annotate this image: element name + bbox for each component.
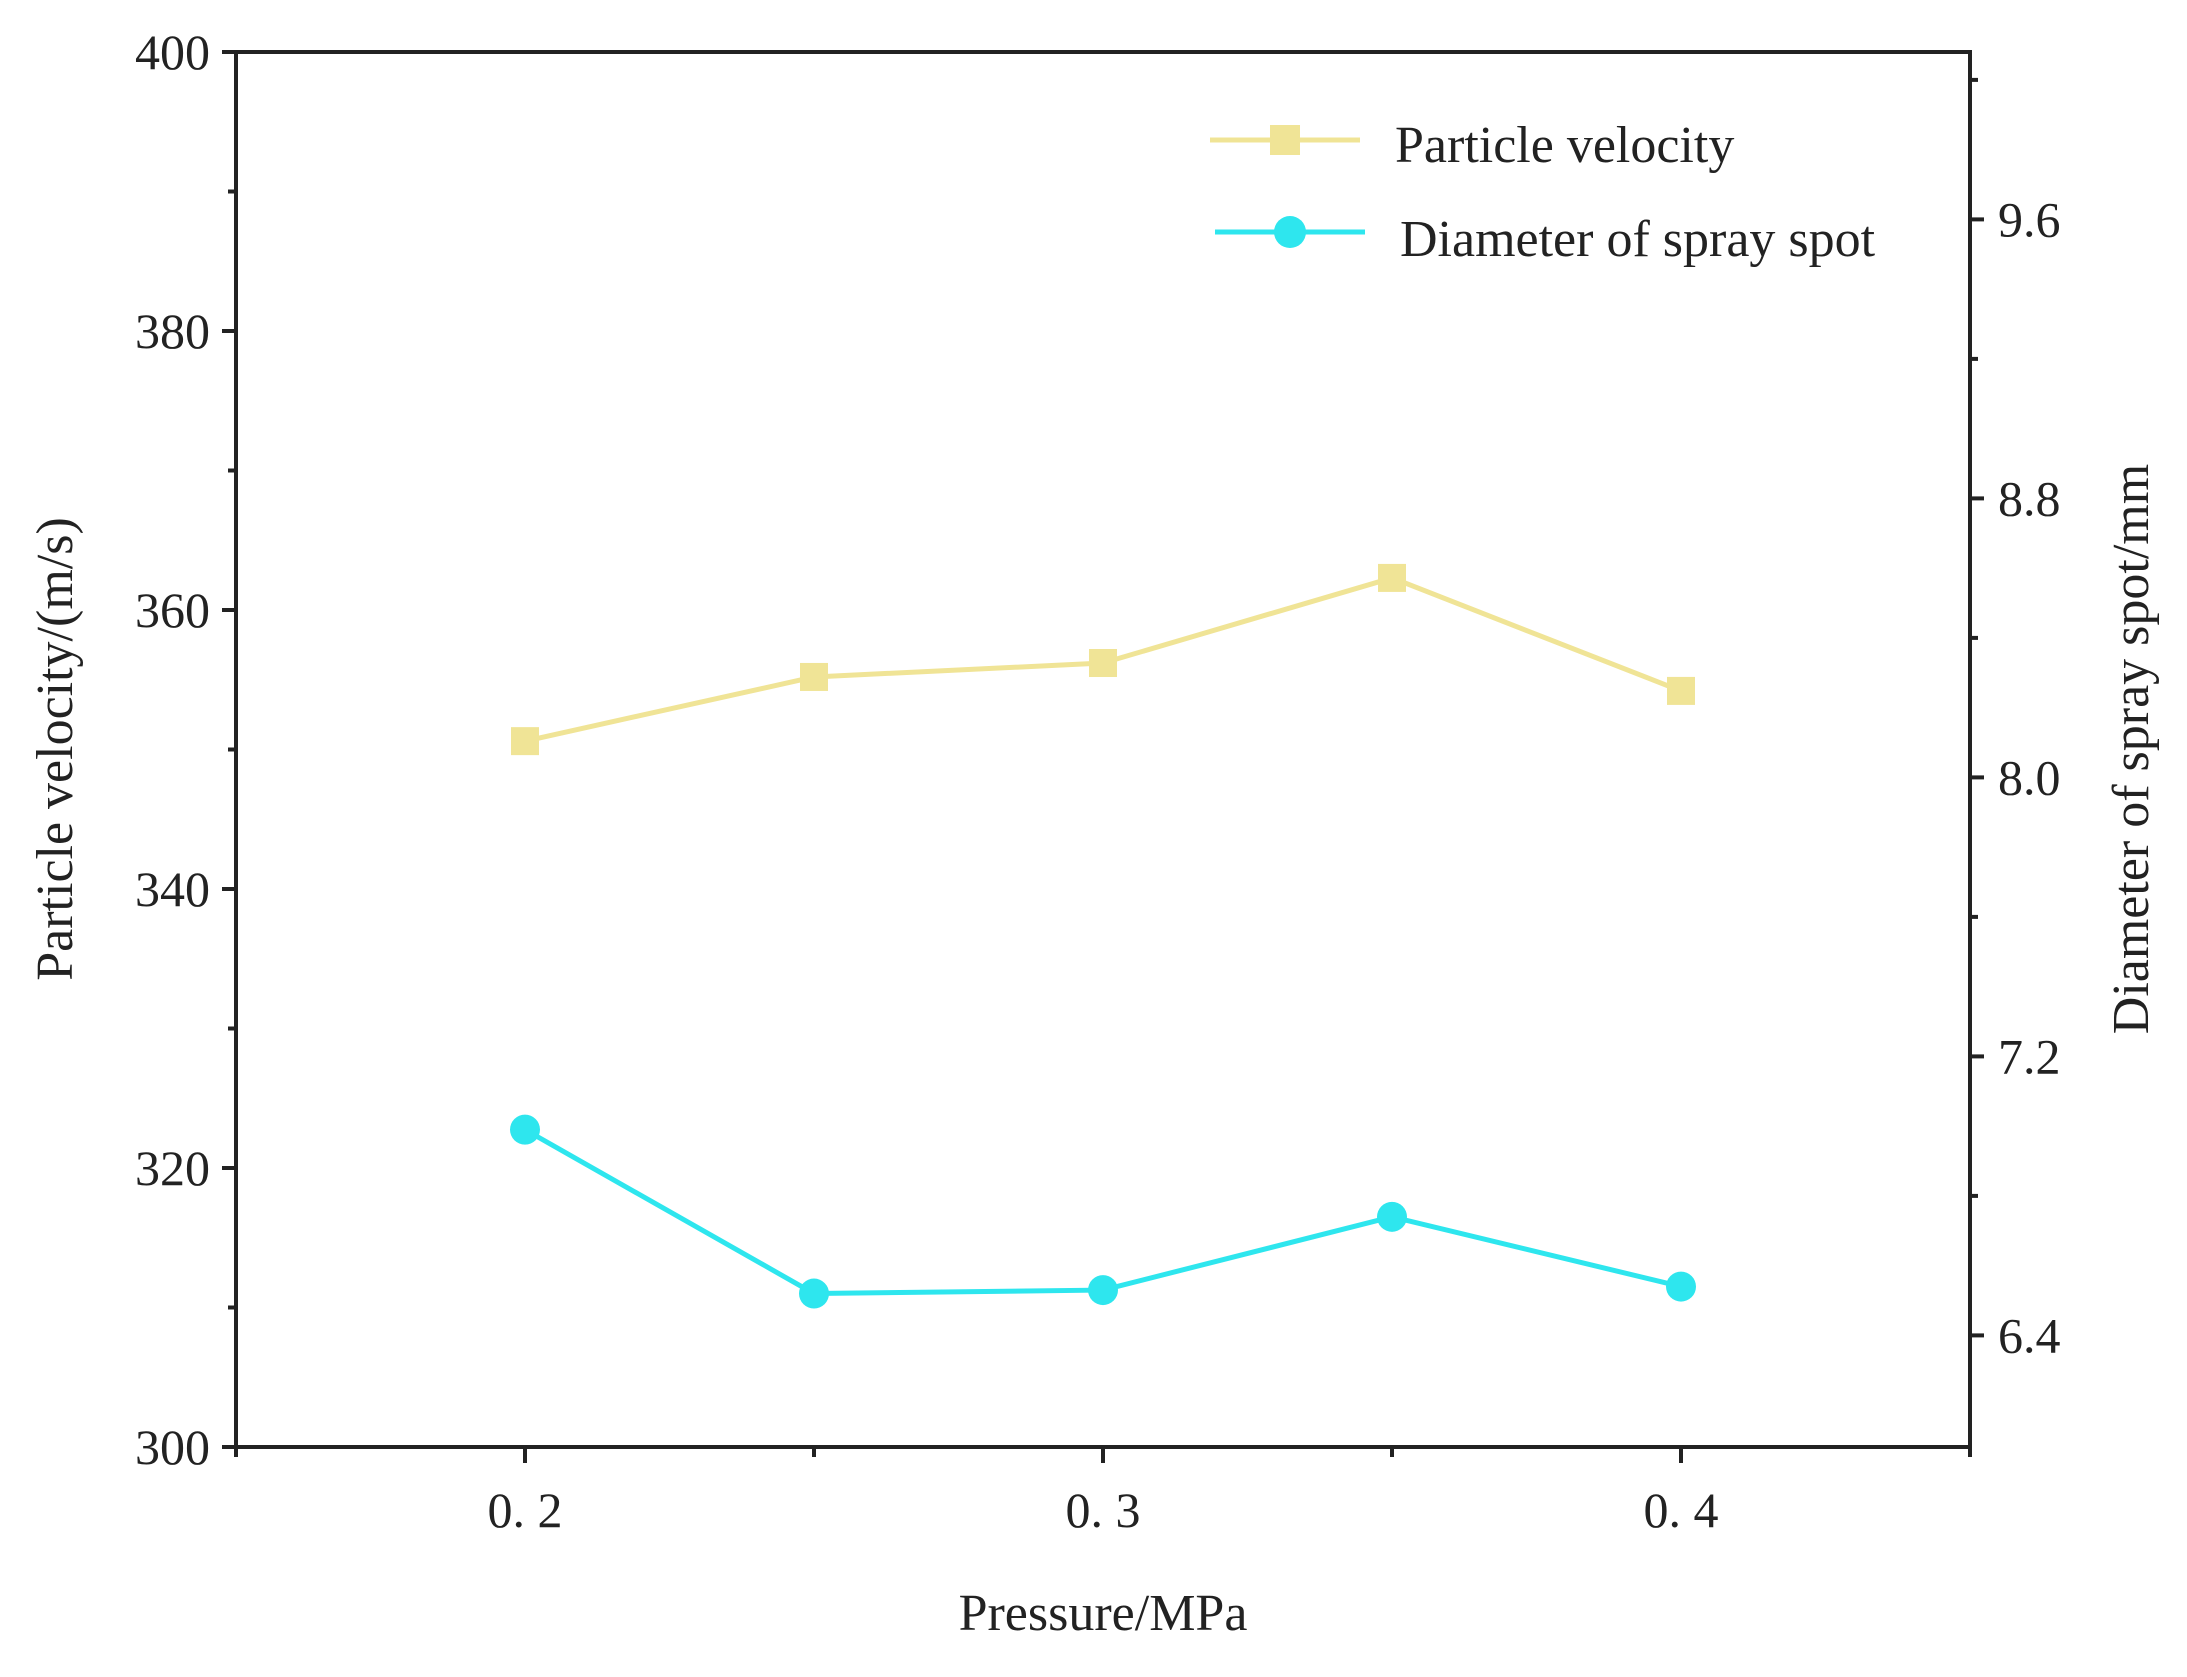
x-tick-label: 0. 4 — [1644, 1482, 1719, 1538]
x-axis-ticks: 0. 2 0. 3 0. 4 — [234, 1447, 1972, 1538]
series-layer — [510, 563, 1696, 1309]
left-y-axis-ticks: 300 320 340 360 380 400 — [135, 24, 236, 1475]
data-point-diameter-of-spray-spot — [510, 1114, 540, 1145]
legend-marker-diameter-of-spray-spot — [1274, 216, 1306, 248]
legend-label-particle-velocity: Particle velocity — [1395, 117, 1734, 174]
data-point-diameter-of-spray-spot — [1377, 1201, 1407, 1232]
legend-marker-particle-velocity — [1270, 125, 1300, 155]
right-y-tick-label: 6.4 — [1998, 1307, 2061, 1363]
data-point-particle-velocity — [1667, 676, 1695, 705]
data-point-particle-velocity — [1378, 563, 1406, 592]
right-y-tick-label: 8.0 — [1998, 749, 2061, 805]
right-y-axis-title: Diameter of spray spot/mm — [2103, 464, 2160, 1034]
left-y-tick-label: 340 — [135, 861, 210, 917]
right-y-axis-ticks: 6.4 7.2 8.0 8.8 9.6 — [1970, 77, 2061, 1363]
data-point-diameter-of-spray-spot — [1666, 1271, 1696, 1302]
left-y-tick-label: 320 — [135, 1140, 210, 1196]
left-y-tick-label: 360 — [135, 582, 210, 638]
x-axis-title: Pressure/MPa — [959, 1585, 1248, 1642]
legend-item-particle-velocity: Particle velocity — [1210, 117, 1734, 174]
data-point-particle-velocity — [511, 727, 539, 756]
right-y-tick-label: 8.8 — [1998, 470, 2061, 526]
legend: Particle velocity Diameter of spray spot — [1210, 117, 1876, 268]
right-y-tick-label: 7.2 — [1998, 1028, 2061, 1084]
data-point-diameter-of-spray-spot — [1088, 1275, 1118, 1306]
right-y-tick-label: 9.6 — [1998, 191, 2061, 247]
x-tick-label: 0. 2 — [488, 1482, 563, 1538]
x-tick-label: 0. 3 — [1066, 1482, 1141, 1538]
left-y-tick-label: 380 — [135, 303, 210, 359]
data-point-particle-velocity — [1089, 649, 1117, 678]
left-y-tick-label: 400 — [135, 24, 210, 80]
legend-item-diameter-of-spray-spot: Diameter of spray spot — [1215, 211, 1876, 268]
data-point-particle-velocity — [800, 662, 828, 691]
left-y-axis-title: Particle velocity/(m/s) — [27, 517, 84, 981]
left-y-tick-label: 300 — [135, 1419, 210, 1475]
data-point-diameter-of-spray-spot — [799, 1278, 829, 1309]
legend-label-diameter-of-spray-spot: Diameter of spray spot — [1400, 211, 1876, 268]
